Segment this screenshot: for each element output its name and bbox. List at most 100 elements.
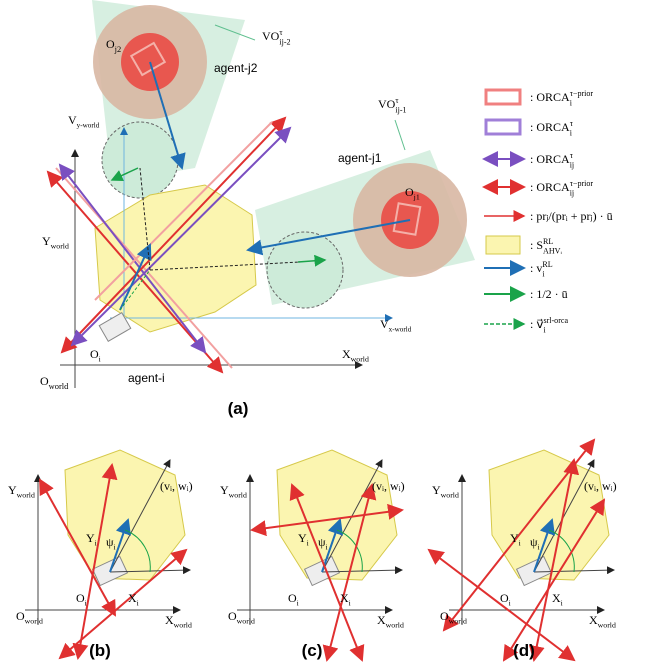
label: Oworld: [228, 609, 255, 626]
label: Yworld: [42, 234, 69, 251]
label: Oworld: [440, 609, 467, 626]
label-sub: i: [543, 326, 546, 335]
label-sup: τ−prior: [570, 179, 594, 188]
label: : 1/2 · ū: [530, 287, 568, 301]
label: Xworld: [342, 347, 369, 364]
label-base: Y: [220, 483, 229, 497]
label: (vᵢ, wᵢ): [372, 479, 405, 493]
label-sub: ij-1: [395, 106, 406, 115]
label: Vy-world: [68, 113, 100, 129]
label-sub: i: [570, 99, 573, 108]
label-base: (vᵢ, wᵢ): [160, 479, 193, 493]
label: Oworld: [40, 374, 69, 391]
label-base: O: [228, 609, 237, 623]
label: Oi: [76, 591, 88, 608]
label: Oi: [90, 347, 102, 364]
label: (vᵢ, wᵢ): [584, 479, 617, 493]
label-base: Y: [298, 531, 307, 545]
label-base: : prⱼ/(prᵢ + prⱼ) · ū: [530, 209, 613, 223]
caption: (a): [228, 399, 249, 418]
label-sub: world: [49, 381, 69, 391]
label-sub: i: [99, 355, 102, 364]
label-sup: τ: [279, 28, 283, 37]
label-sub: i: [509, 599, 512, 608]
label-sub: x-world: [389, 325, 412, 333]
label-sup: RL: [542, 260, 552, 269]
label-sub: world: [598, 621, 616, 630]
label: Xworld: [377, 613, 404, 630]
label: Xi: [128, 591, 140, 608]
label-base: agent-j2: [214, 61, 258, 75]
label-base: X: [128, 591, 137, 605]
label-base: X: [589, 613, 598, 627]
label: : ORCAτ−priorij: [530, 179, 593, 198]
label-base: agent-i: [128, 371, 165, 385]
label-sub: world: [449, 617, 467, 626]
label: Xworld: [165, 613, 192, 630]
label-base: Y: [432, 483, 441, 497]
label-sub: ij: [570, 189, 574, 198]
label-base: X: [552, 591, 561, 605]
label-base: X: [342, 347, 351, 361]
label-sup: τ: [395, 96, 399, 105]
label: Oworld: [16, 609, 43, 626]
label-base: VO: [378, 97, 396, 111]
legend-swatch: [486, 236, 520, 254]
label: agent-j2: [214, 61, 258, 75]
label: Yworld: [220, 483, 247, 500]
label-base: O: [16, 609, 25, 623]
label: Yworld: [8, 483, 35, 500]
label-sub: world: [25, 617, 43, 626]
label-base: : 1/2 · ū: [530, 287, 568, 301]
label-base: : v⃗: [530, 317, 543, 331]
label-sub: world: [174, 621, 192, 630]
label-base: (vᵢ, wᵢ): [584, 479, 617, 493]
label-sup: srl-orca: [543, 316, 568, 325]
label-sub: y-world: [77, 121, 100, 129]
label-sub: j2: [114, 44, 122, 54]
label-sup: τ: [570, 119, 574, 128]
feasible-region: [65, 450, 185, 580]
label-sub: i: [297, 599, 300, 608]
label-sub: i: [570, 129, 573, 138]
label: (vᵢ, wᵢ): [160, 479, 193, 493]
label-sup: τ−prior: [570, 89, 594, 98]
label-sub: ij-2: [279, 38, 290, 47]
label-base: O: [76, 591, 85, 605]
label-base: agent-j1: [338, 151, 382, 165]
label-base: Y: [42, 234, 51, 248]
label-sub: i: [137, 599, 140, 608]
label-base: O: [90, 347, 99, 361]
label-base: Y: [510, 531, 519, 545]
label: Xworld: [589, 613, 616, 630]
label-base: X: [165, 613, 174, 627]
label-sub: j1: [413, 193, 420, 202]
label-base: VO: [262, 29, 280, 43]
label: VOτij-1: [378, 96, 407, 115]
label-base: O: [500, 591, 509, 605]
vo-disk: [102, 122, 178, 198]
label-base: : ORCA: [530, 120, 570, 134]
label-base: O: [106, 37, 115, 51]
label-sub: world: [351, 355, 369, 364]
label-base: O: [440, 609, 449, 623]
label-base: : ORCA: [530, 90, 570, 104]
label-sub: world: [441, 491, 459, 500]
label-sub: i: [561, 599, 564, 608]
label-sub: world: [51, 242, 69, 251]
label-base: : S: [530, 238, 543, 252]
label: : vRLi: [530, 260, 553, 279]
label-sub: i: [542, 270, 545, 279]
legend: [484, 90, 524, 324]
legend-swatch: [486, 120, 520, 134]
label-base: Y: [86, 531, 95, 545]
feasible-region: [489, 450, 609, 580]
label-base: X: [340, 591, 349, 605]
label-base: V: [380, 317, 389, 331]
